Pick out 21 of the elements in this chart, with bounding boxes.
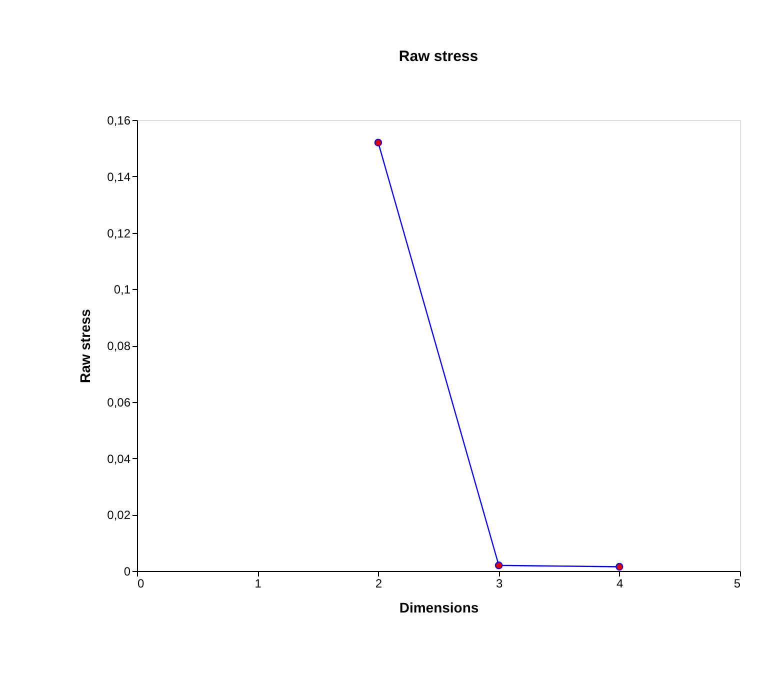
- y-tick-label: 0: [124, 564, 131, 578]
- point: [494, 562, 503, 570]
- chart-title: Raw stress: [398, 48, 478, 65]
- y-tick-label: 0,12: [107, 226, 131, 240]
- y-tick-label: 0,06: [107, 395, 131, 410]
- x-tick-label: 2: [375, 576, 382, 590]
- y-tick-label: 0,14: [107, 170, 131, 184]
- x-tick-label: 1: [254, 576, 262, 590]
- x-tick-label: 3: [496, 576, 503, 590]
- x-tick-label: 5: [734, 576, 741, 590]
- x-tick-label: 4: [616, 576, 624, 590]
- y-tick-label: 0,08: [107, 339, 131, 353]
- y-tick-label: 0,02: [107, 508, 131, 522]
- y-tick-label: 0,16: [107, 114, 131, 128]
- y-tick-label: 0,1: [114, 282, 131, 297]
- y-tick-label: 0,04: [107, 452, 131, 466]
- point: [616, 562, 624, 571]
- point: [374, 138, 382, 146]
- x-axis-title: Dimensions: [399, 600, 479, 616]
- y-axis-title: Raw stress: [77, 308, 94, 383]
- x-tick-label: 0: [138, 576, 144, 590]
